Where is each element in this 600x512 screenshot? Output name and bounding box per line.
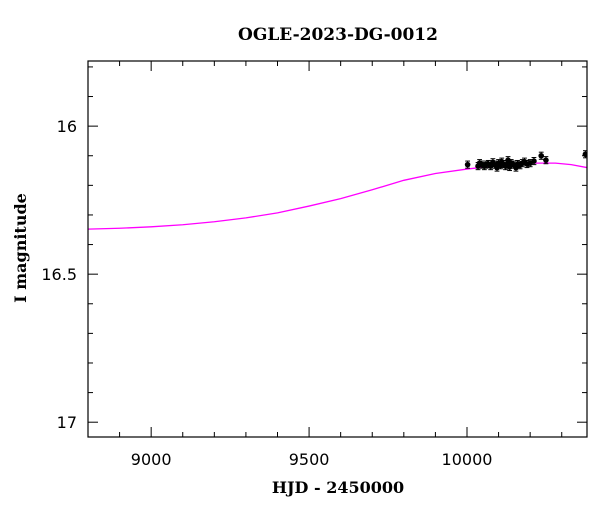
data-point (531, 158, 537, 164)
plot-frame (87, 60, 588, 438)
x-tick-label: 10000 (442, 450, 493, 469)
data-point (543, 157, 549, 163)
model-curve (88, 162, 587, 230)
y-axis-label: I magnitude (11, 193, 30, 303)
chart-title: OGLE-2023-DG-0012 (238, 25, 438, 45)
data-point (464, 161, 471, 168)
x-tick-label: 9500 (289, 450, 330, 469)
axes: 9000 9500 10000 16 16.5 17 (41, 61, 587, 469)
x-axis-label: HJD - 2450000 (272, 478, 404, 497)
data-point (538, 152, 545, 159)
y-tick-label: 17 (57, 413, 77, 432)
x-tick-label: 9000 (131, 450, 172, 469)
y-tick-label: 16 (57, 117, 77, 136)
y-tick-label: 16.5 (41, 265, 77, 284)
plot-area (88, 150, 587, 230)
